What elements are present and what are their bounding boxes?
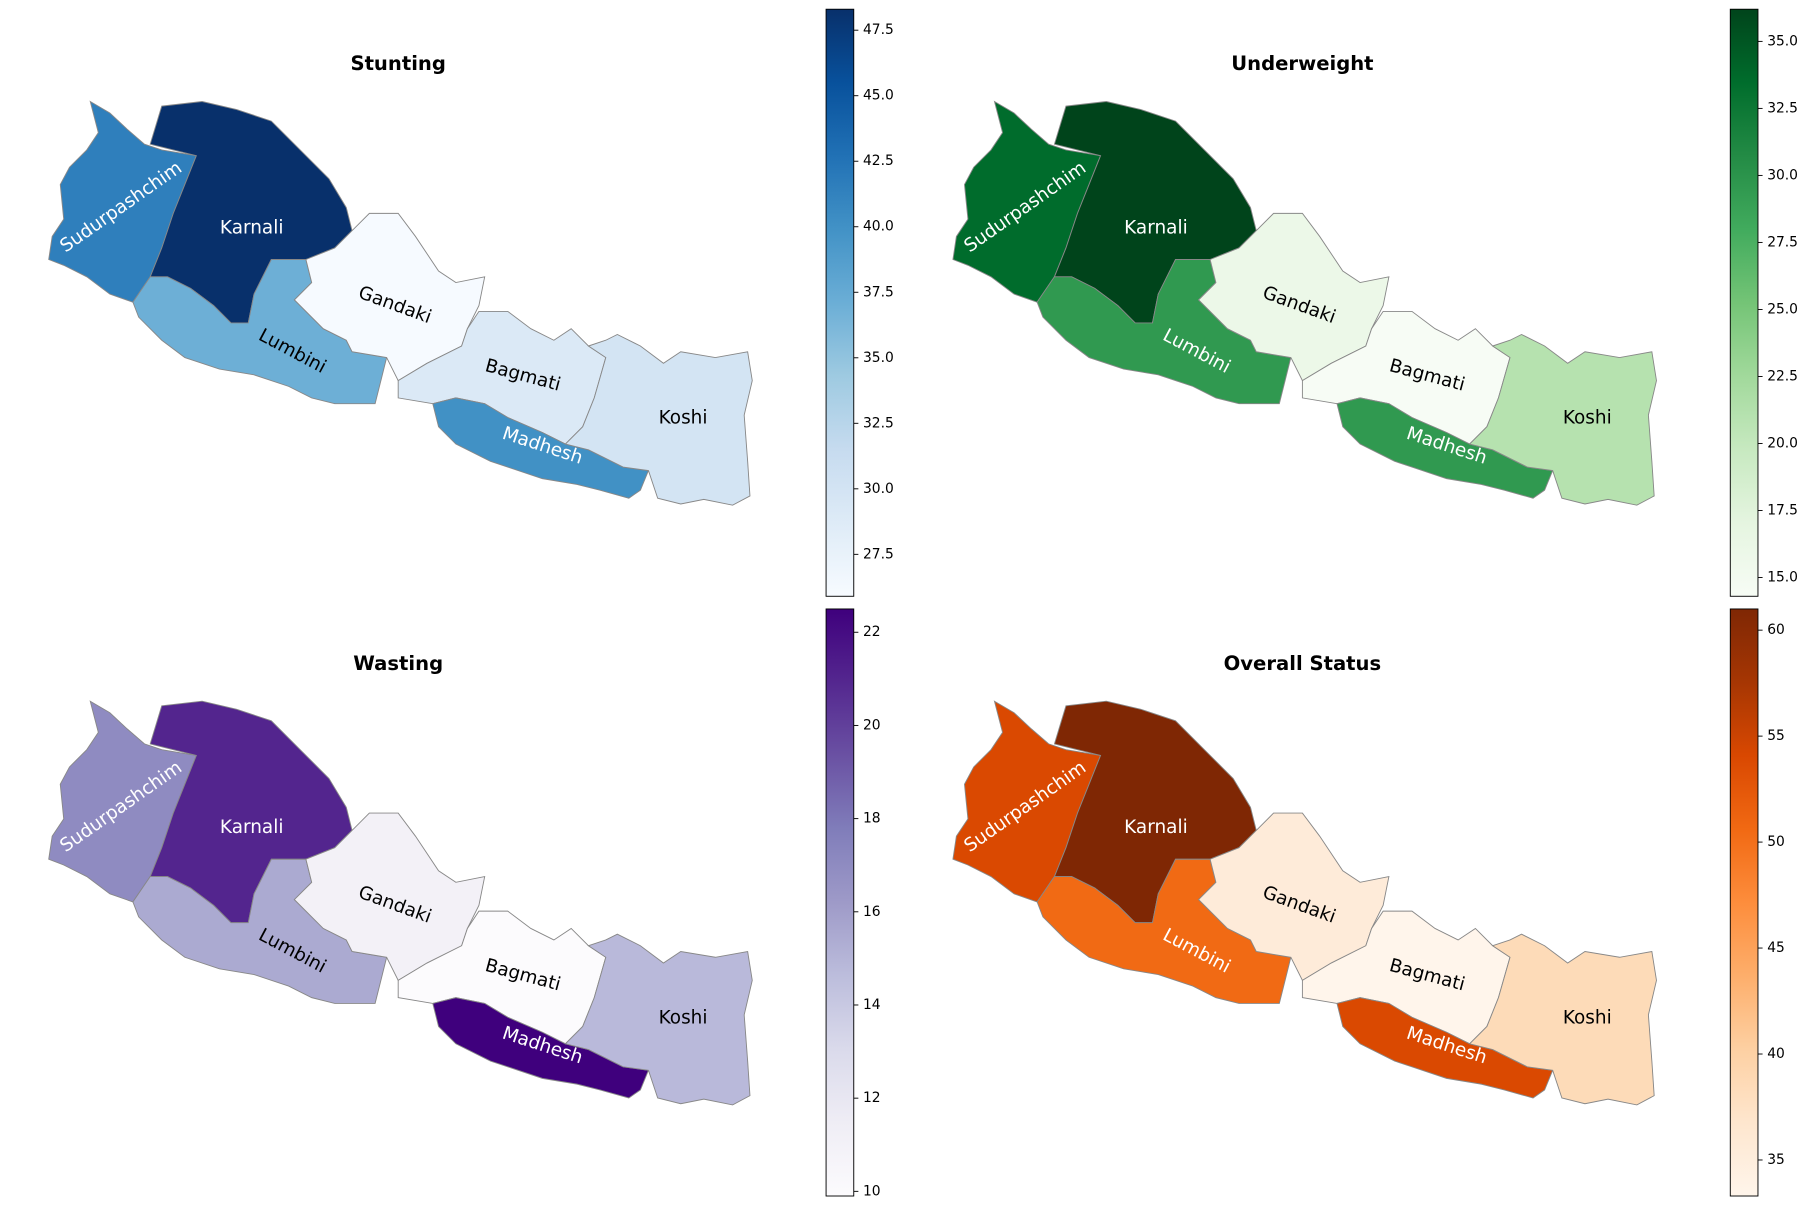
colorbar-tick-label: 55 (1767, 728, 1785, 744)
region-label: Koshi (1563, 1007, 1612, 1028)
colorbar-tick-label: 37.5 (863, 284, 894, 300)
colorbar (825, 8, 855, 597)
region (952, 100, 1102, 303)
colorbar-tick-label: 17.5 (1767, 502, 1798, 518)
region (48, 700, 197, 903)
colorbar-tick-label: 18 (863, 811, 881, 827)
panel-title: Stunting (350, 52, 445, 75)
region-label: Karnali (220, 217, 284, 238)
colorbar-tick-label: 32.5 (1767, 100, 1798, 116)
colorbar-tick-label: 27.5 (863, 546, 894, 562)
region (48, 100, 197, 303)
region-label: Karnali (1124, 217, 1188, 238)
colorbar-tick-label: 35.0 (863, 350, 894, 366)
colorbar (1729, 8, 1759, 597)
panel-title: Wasting (353, 652, 443, 675)
colorbar-tick-label: 25.0 (1767, 301, 1798, 317)
colorbar-tick-label: 27.5 (1767, 234, 1798, 250)
colorbar-tick-label: 35 (1767, 1152, 1785, 1168)
colorbar-tick-label: 60 (1767, 622, 1785, 638)
region (1336, 997, 1554, 1099)
region-label: Koshi (659, 408, 708, 429)
panel-title: Underweight (1231, 52, 1373, 75)
colorbar (825, 608, 855, 1197)
colorbar-tick-label: 20 (863, 717, 881, 733)
region (1468, 933, 1657, 1106)
colorbar-tick-label: 10 (863, 1183, 881, 1199)
region-label: Koshi (659, 1007, 708, 1028)
colorbar-tick-label: 50 (1767, 834, 1785, 850)
region-label: Karnali (220, 817, 284, 838)
colorbar-tick-label: 42.5 (863, 153, 894, 169)
colorbar-tick-label: 16 (863, 904, 881, 920)
colorbar-tick-label: 45 (1767, 940, 1785, 956)
colorbar-tick-label: 12 (863, 1090, 881, 1106)
colorbar-tick-label: 22.5 (1767, 368, 1798, 384)
colorbar (1729, 608, 1759, 1197)
region (564, 333, 753, 506)
colorbar-tick-label: 15.0 (1767, 570, 1798, 586)
region (432, 997, 650, 1099)
colorbar-tick-label: 45.0 (863, 88, 894, 104)
colorbar-tick-label: 40.0 (863, 219, 894, 235)
colorbar-tick-label: 35.0 (1767, 33, 1798, 49)
region-label: Karnali (1124, 817, 1188, 838)
colorbar-tick-label: 30.0 (1767, 167, 1798, 183)
colorbar-tick-label: 20.0 (1767, 435, 1798, 451)
colorbar-tick-label: 14 (863, 997, 881, 1013)
panel-title: Overall Status (1224, 652, 1382, 675)
region (952, 700, 1102, 903)
region (1336, 397, 1554, 499)
region-label: Koshi (1563, 408, 1612, 429)
region (564, 933, 753, 1106)
colorbar-tick-label: 40 (1767, 1046, 1785, 1062)
colorbar-tick-label: 32.5 (863, 415, 894, 431)
colorbar-tick-label: 47.5 (863, 22, 894, 38)
region (432, 397, 650, 499)
colorbar-tick-label: 22 (863, 624, 881, 640)
region (1468, 333, 1657, 506)
colorbar-tick-label: 30.0 (863, 481, 894, 497)
